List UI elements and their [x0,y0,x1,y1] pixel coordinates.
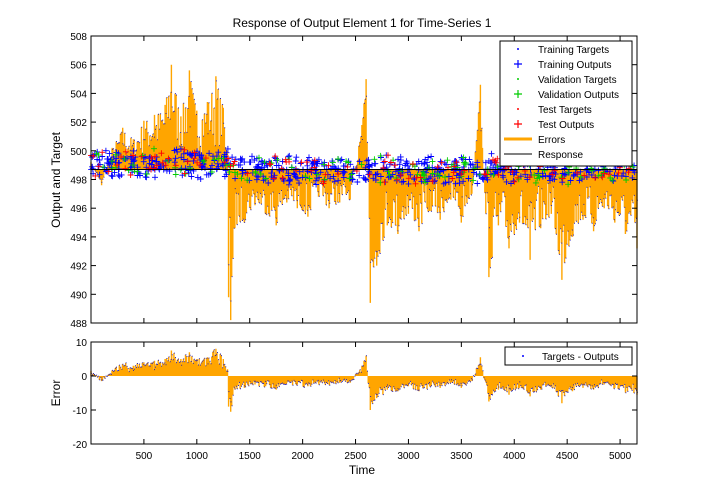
x-tick-label: 4500 [556,451,579,462]
bottom-x-axis: 500 1000 1500 2000 2500 3000 3500 4000 4500 5000 [136,342,632,462]
legend-entry-label: Test Outputs [538,120,594,131]
y-tick-label: 490 [70,290,87,301]
bottom-y-axis: -20 -10 0 10 [73,338,637,451]
legend-marker-dot [517,48,519,50]
legend-marker-plus [514,60,522,68]
legend-entry-label: Response [538,150,583,161]
chart-title: Response of Output Element 1 for Time-Se… [233,16,492,30]
bottom-y-axis-label: Error [49,380,63,407]
bottom-plot: -20 -10 0 10 500 1000 1500 2000 2500 3000 3500 400… [49,338,638,477]
x-tick-label: 1000 [186,451,209,462]
x-tick-label: 5000 [609,451,632,462]
top-y-axis-label: Output and Target [49,131,63,228]
y-tick-label: 502 [70,118,87,129]
x-tick-label: 3000 [397,451,420,462]
top-y-axis: 488 490 492 494 496 498 500 502 504 506 508 [70,32,637,330]
y-tick-label: 504 [70,89,87,100]
y-tick-label: 10 [76,338,88,349]
x-tick-label: 1500 [239,451,262,462]
y-tick-label: 492 [70,262,87,273]
y-tick-label: 500 [70,147,87,158]
y-tick-label: 498 [70,176,87,187]
legend-entry-label: Errors [538,135,565,146]
x-tick-label: 2000 [292,451,315,462]
legend-entry-label: Validation Targets [538,75,617,86]
top-legend: Training Targets Training Outputs Validati… [499,40,633,167]
x-tick-label: 4000 [503,451,526,462]
y-tick-label: -10 [73,406,88,417]
x-tick-label: 3500 [450,451,473,462]
y-tick-label: 506 [70,61,87,72]
legend-marker-plus [514,120,522,128]
legend-box [499,40,633,167]
legend-entry-label: Training Targets [538,45,609,56]
y-tick-label: 0 [81,372,87,383]
legend-marker-dot [522,355,524,357]
bottom-legend: Targets - Outputs [504,346,633,366]
y-tick-label: 494 [70,233,87,244]
y-tick-label: 508 [70,32,87,43]
legend-marker-plus [514,90,522,98]
x-tick-label: 2500 [344,451,367,462]
legend-entry-label: Training Outputs [538,60,612,71]
bottom-plot-frame [90,341,638,445]
x-tick-label: 500 [136,451,153,462]
legend-marker-dot [517,78,519,80]
top-plot: 488 490 492 494 496 498 500 502 504 506 508 Output… [49,32,638,330]
y-tick-label: 488 [70,319,87,330]
legend-entry-label: Targets - Outputs [542,352,619,363]
legend-entry-label: Test Targets [538,105,592,116]
top-x-axis [143,36,621,323]
legend-marker-dot [517,108,519,110]
y-tick-label: -20 [73,440,88,451]
y-tick-label: 496 [70,204,87,215]
legend-entry-label: Validation Outputs [538,90,619,101]
legend-box [504,346,633,366]
bottom-x-axis-label: Time [349,463,376,477]
